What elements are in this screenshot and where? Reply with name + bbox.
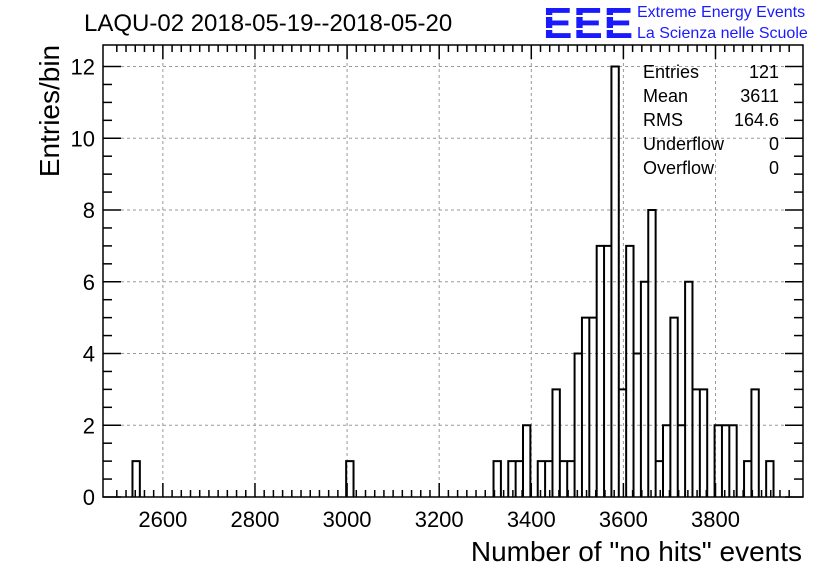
stats-label: Mean [643, 86, 689, 106]
stats-row-mean: Mean 3611 [643, 84, 779, 108]
eee-logo-text: EEE [543, 2, 634, 42]
histogram-bin [670, 318, 677, 497]
x-tick-label: 3800 [691, 507, 740, 532]
eee-logo-mark: EEE [543, 0, 635, 48]
histogram-bin [692, 389, 699, 497]
histogram-bin [619, 389, 626, 497]
histogram-bin [545, 461, 552, 497]
stats-label: RMS [643, 110, 683, 130]
histogram-bin [648, 210, 655, 497]
stats-row-underflow: Underflow 0 [643, 132, 779, 156]
stats-value: 164.6 [733, 110, 779, 130]
x-tick-label: 3000 [323, 507, 372, 532]
x-tick-label: 3200 [415, 507, 464, 532]
histogram-bin [641, 282, 648, 497]
logo-tagline: Extreme Energy Events La Scienza nelle S… [637, 2, 808, 44]
y-axis-label: Entries/bin [34, 44, 65, 178]
x-tick-label: 3400 [507, 507, 556, 532]
stats-label: Overflow [643, 158, 715, 178]
histogram-bin [508, 461, 515, 497]
stats-label: Underflow [643, 134, 725, 154]
histogram-bin [575, 354, 582, 497]
histogram-bin [766, 461, 773, 497]
histogram-bin [634, 354, 641, 497]
stats-row-rms: RMS 164.6 [643, 108, 779, 132]
x-tick-label: 2800 [230, 507, 279, 532]
y-tick-label: 0 [83, 485, 95, 510]
histogram-bin [722, 425, 729, 497]
y-tick-label: 8 [83, 198, 95, 223]
histogram-bin [538, 461, 545, 497]
histogram-bin [656, 461, 663, 497]
histogram-bin [751, 389, 758, 497]
histogram-bin [560, 461, 567, 497]
logo-line-2: La Scienza nelle Scuole [637, 25, 808, 42]
y-tick-label: 12 [71, 55, 95, 80]
histogram-line [131, 65, 775, 497]
eee-logo: EEE [543, 0, 635, 48]
y-tick-label: 6 [83, 270, 95, 295]
stats-value: 0 [768, 158, 779, 178]
stats-value: 0 [768, 134, 779, 154]
stats-row-entries: Entries 121 [643, 60, 779, 84]
histogram-bin [582, 318, 589, 497]
histogram-bin [678, 425, 685, 497]
histogram-bin [589, 318, 596, 497]
logo-line-1: Extreme Energy Events [637, 4, 806, 21]
y-tick-label: 4 [83, 342, 95, 367]
histogram-bin [132, 461, 139, 497]
histogram-bin [552, 389, 559, 497]
histogram-bin [744, 461, 751, 497]
stats-label: Entries [643, 62, 700, 82]
histogram-bin [523, 425, 530, 497]
histogram-bin [597, 246, 604, 497]
histogram-bin [611, 67, 618, 497]
histogram-bin [685, 282, 692, 497]
histogram-bin [663, 425, 670, 497]
histogram-bin [700, 389, 707, 497]
histogram-bin [604, 246, 611, 497]
stats-box: Entries 121 Mean 3611 RMS 164.6 Underflo… [643, 60, 779, 180]
x-tick-label: 2600 [138, 507, 187, 532]
y-tick-label: 10 [71, 126, 95, 151]
histogram-bin [626, 246, 633, 497]
histogram-bin [729, 425, 736, 497]
stats-value: 121 [748, 62, 779, 82]
x-tick-label: 3600 [599, 507, 648, 532]
y-tick-label: 2 [83, 413, 95, 438]
stats-row-overflow: Overflow 0 [643, 156, 779, 180]
x-axis-label: Number of "no hits" events [470, 536, 802, 567]
plot-frame [102, 44, 804, 498]
stats-value: 3611 [740, 86, 779, 106]
chart-title: LAQU-02 2018-05-19--2018-05-20 [84, 10, 453, 37]
